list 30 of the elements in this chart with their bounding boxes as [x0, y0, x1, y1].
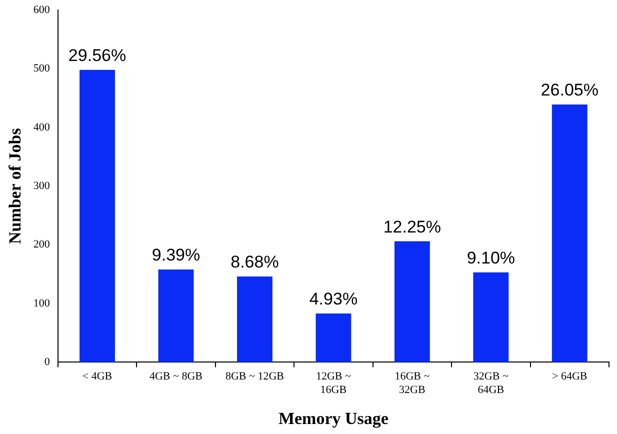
bar: [473, 272, 509, 362]
x-axis-title: Memory Usage: [278, 409, 389, 428]
annotation: 9.10%: [466, 248, 516, 268]
x-tick-label: 32GB ~ 64GB: [473, 370, 508, 396]
annotation: 12.25%: [383, 217, 442, 236]
x-tick-label: < 4GB: [82, 370, 112, 383]
y-tick-label: 500: [33, 62, 50, 75]
x-tick-label: 8GB ~ 12GB: [225, 370, 284, 383]
bar: [80, 70, 115, 362]
bar: [394, 241, 430, 362]
y-tick-label: 400: [33, 121, 50, 134]
bar: [316, 313, 352, 362]
y-tick-label: 100: [33, 297, 50, 310]
annotation: 26.05%: [540, 80, 598, 100]
bar: [552, 104, 588, 362]
y-tick-label: 200: [33, 238, 50, 251]
x-tick-label: 12GB ~ 16GB: [316, 370, 351, 396]
annotation: 8.68%: [230, 252, 279, 272]
bar: [237, 276, 272, 362]
bar: [158, 269, 194, 362]
y-tick-label: 0: [44, 356, 50, 368]
y-tick-label: 600: [33, 4, 50, 16]
annotation: 4.93%: [309, 290, 358, 309]
x-tick-label: 16GB ~ 32GB: [394, 370, 430, 396]
annotation: 29.56%: [68, 46, 126, 66]
x-tick-label: > 64GB: [552, 370, 588, 383]
x-tick-label: 4GB ~ 8GB: [149, 370, 202, 383]
y-axis-title: Number of Jobs: [6, 128, 25, 244]
y-tick-label: 300: [33, 180, 50, 192]
annotation: 9.39%: [152, 246, 200, 265]
